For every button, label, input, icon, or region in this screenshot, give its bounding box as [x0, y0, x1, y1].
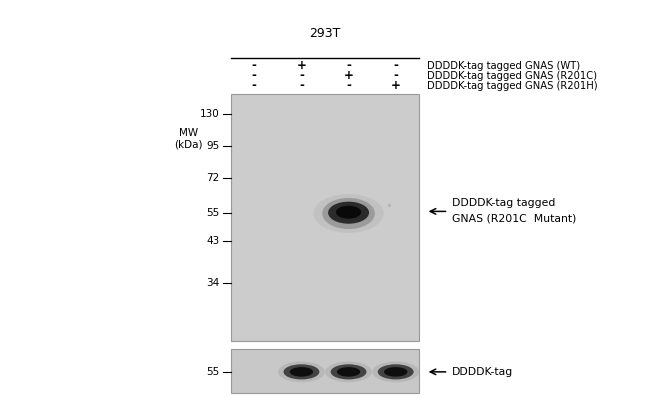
Ellipse shape	[283, 364, 319, 379]
Ellipse shape	[328, 201, 369, 224]
Text: 293T: 293T	[309, 27, 341, 40]
Text: 43: 43	[207, 236, 220, 247]
Text: +: +	[296, 59, 306, 72]
Text: -: -	[393, 59, 398, 72]
Text: -: -	[252, 59, 257, 72]
Text: DDDDK-tag tagged GNAS (WT): DDDDK-tag tagged GNAS (WT)	[427, 61, 580, 71]
Text: 72: 72	[207, 172, 220, 183]
Text: DDDDK-tag: DDDDK-tag	[452, 367, 513, 377]
Ellipse shape	[372, 361, 419, 382]
Text: DDDDK-tag tagged GNAS (R201H): DDDDK-tag tagged GNAS (R201H)	[427, 81, 598, 91]
Text: -: -	[393, 69, 398, 82]
Ellipse shape	[384, 367, 408, 377]
Text: 34: 34	[207, 278, 220, 288]
Ellipse shape	[336, 206, 361, 219]
Text: DDDDK-tag tagged GNAS (R201C): DDDDK-tag tagged GNAS (R201C)	[427, 71, 597, 81]
Bar	[231, 94, 419, 341]
Text: -: -	[299, 79, 304, 92]
Text: -: -	[252, 69, 257, 82]
Text: MW
(kDa): MW (kDa)	[174, 128, 203, 149]
Text: +: +	[391, 79, 400, 92]
Text: +: +	[344, 69, 354, 82]
Text: 95: 95	[207, 140, 220, 151]
Bar	[231, 349, 419, 393]
Text: -: -	[299, 69, 304, 82]
Ellipse shape	[313, 194, 384, 233]
Ellipse shape	[331, 364, 367, 379]
Ellipse shape	[322, 198, 375, 229]
Text: 55: 55	[207, 208, 220, 219]
Text: GNAS (R201C  Mutant): GNAS (R201C Mutant)	[452, 213, 576, 223]
Ellipse shape	[278, 361, 325, 382]
Text: 55: 55	[207, 367, 220, 377]
Ellipse shape	[290, 367, 313, 377]
Text: 130: 130	[200, 109, 220, 119]
Ellipse shape	[378, 364, 413, 379]
Text: DDDDK-tag tagged: DDDDK-tag tagged	[452, 198, 555, 207]
Text: -: -	[346, 79, 351, 92]
Ellipse shape	[337, 367, 360, 377]
Text: -: -	[346, 59, 351, 72]
Text: -: -	[252, 79, 257, 92]
Ellipse shape	[325, 361, 372, 382]
